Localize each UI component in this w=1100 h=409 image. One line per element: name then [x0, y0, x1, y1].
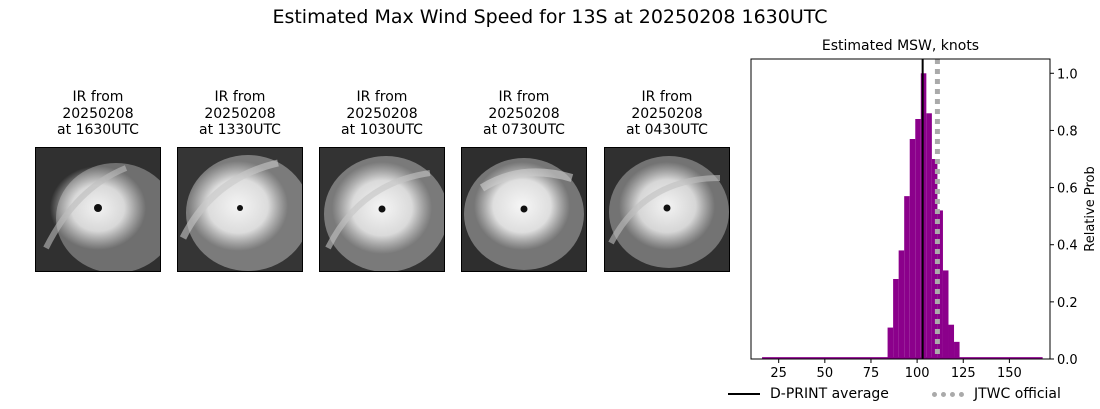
- ir-caption-date: 20250208: [204, 105, 276, 122]
- chart-title: Estimated MSW, knots: [822, 38, 979, 54]
- ir-caption-date: 20250208: [62, 105, 134, 122]
- histogram-bar: [948, 324, 955, 359]
- ir-satellite-image: [604, 147, 730, 272]
- histogram-bar: [931, 159, 938, 359]
- y-tick-label: 0.0: [1057, 353, 1078, 368]
- ir-satellite-image: [35, 147, 161, 272]
- x-tick-label: 150: [997, 366, 1022, 380]
- figure-title: Estimated Max Wind Speed for 13S at 2025…: [272, 6, 828, 28]
- dotted-line-swatch-icon: [932, 391, 964, 397]
- ir-satellite-image: [177, 147, 303, 272]
- histogram-bar: [887, 327, 894, 359]
- y-tick-label: 0.8: [1057, 124, 1078, 139]
- ir-caption-line: IR from: [498, 89, 550, 105]
- y-tick-label: 0.4: [1057, 239, 1078, 254]
- ir-caption-line: IR from: [214, 89, 266, 105]
- ir-caption-time: at 1630UTC: [57, 122, 139, 138]
- ir-caption-date: 20250208: [488, 105, 560, 122]
- legend-label-jtwc: JTWC official: [974, 386, 1061, 402]
- plot-frame: [750, 58, 1051, 360]
- ir-caption-date: 20250208: [631, 105, 703, 122]
- ir-caption-time: at 1030UTC: [341, 122, 423, 138]
- histogram-bar: [915, 119, 921, 359]
- histogram-bar: [942, 270, 949, 359]
- ir-satellite-image: [461, 147, 587, 272]
- ir-caption-line: IR from: [641, 89, 693, 105]
- x-tick-label: 125: [951, 366, 976, 380]
- y-tick-label: 0.2: [1057, 296, 1078, 311]
- histogram-bar: [904, 196, 910, 359]
- legend-item-dprint: D-PRINT average: [728, 386, 889, 402]
- histogram-bar: [898, 250, 905, 359]
- histogram-bar: [909, 139, 916, 359]
- ir-panel-caption: IR from 20250208 at 0730UTC: [461, 89, 587, 139]
- histogram-bar: [926, 113, 932, 360]
- ir-caption-date: 20250208: [346, 105, 418, 122]
- histogram-bar: [893, 279, 899, 359]
- ir-caption-time: at 1330UTC: [199, 122, 281, 138]
- y-tick-label: 1.0: [1057, 67, 1078, 82]
- y-tick-label: 0.6: [1057, 182, 1078, 197]
- histogram-bar: [954, 341, 960, 359]
- ir-panel-caption: IR from 20250208 at 1030UTC: [319, 89, 445, 139]
- x-tick-label: 75: [863, 366, 880, 380]
- solid-line-swatch-icon: [728, 393, 760, 395]
- ir-satellite-image: [319, 147, 445, 272]
- x-tick-label: 100: [905, 366, 930, 380]
- legend-label-dprint: D-PRINT average: [770, 386, 889, 402]
- ir-caption-line: IR from: [72, 89, 124, 105]
- ir-panel-caption: IR from 20250208 at 1330UTC: [177, 89, 303, 139]
- y-axis-label: Relative Prob: [1083, 166, 1098, 251]
- ir-caption-time: at 0430UTC: [626, 122, 708, 138]
- ir-panel-caption: IR from 20250208 at 0430UTC: [604, 89, 730, 139]
- ir-caption-time: at 0730UTC: [483, 122, 565, 138]
- ir-caption-line: IR from: [356, 89, 408, 105]
- msw-histogram: Estimated MSW, knots 25 50 75 100 125 150 0.0 0.…: [750, 38, 1098, 380]
- histogram-bar: [937, 210, 943, 359]
- legend-item-jtwc: JTWC official: [932, 386, 1061, 402]
- ir-panel-caption: IR from 20250208 at 1630UTC: [35, 89, 161, 139]
- x-tick-label: 25: [770, 366, 787, 380]
- x-tick-label: 50: [817, 366, 834, 380]
